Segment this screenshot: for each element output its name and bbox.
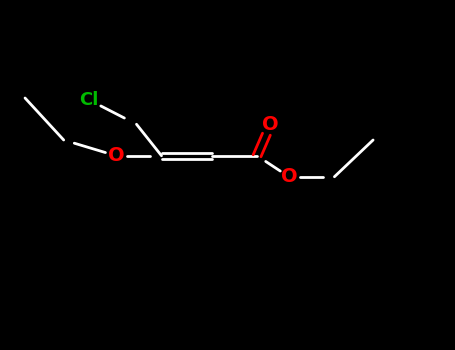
Text: O: O [108,146,124,165]
Text: Cl: Cl [79,91,98,109]
Text: O: O [281,167,297,186]
Text: O: O [263,115,279,134]
